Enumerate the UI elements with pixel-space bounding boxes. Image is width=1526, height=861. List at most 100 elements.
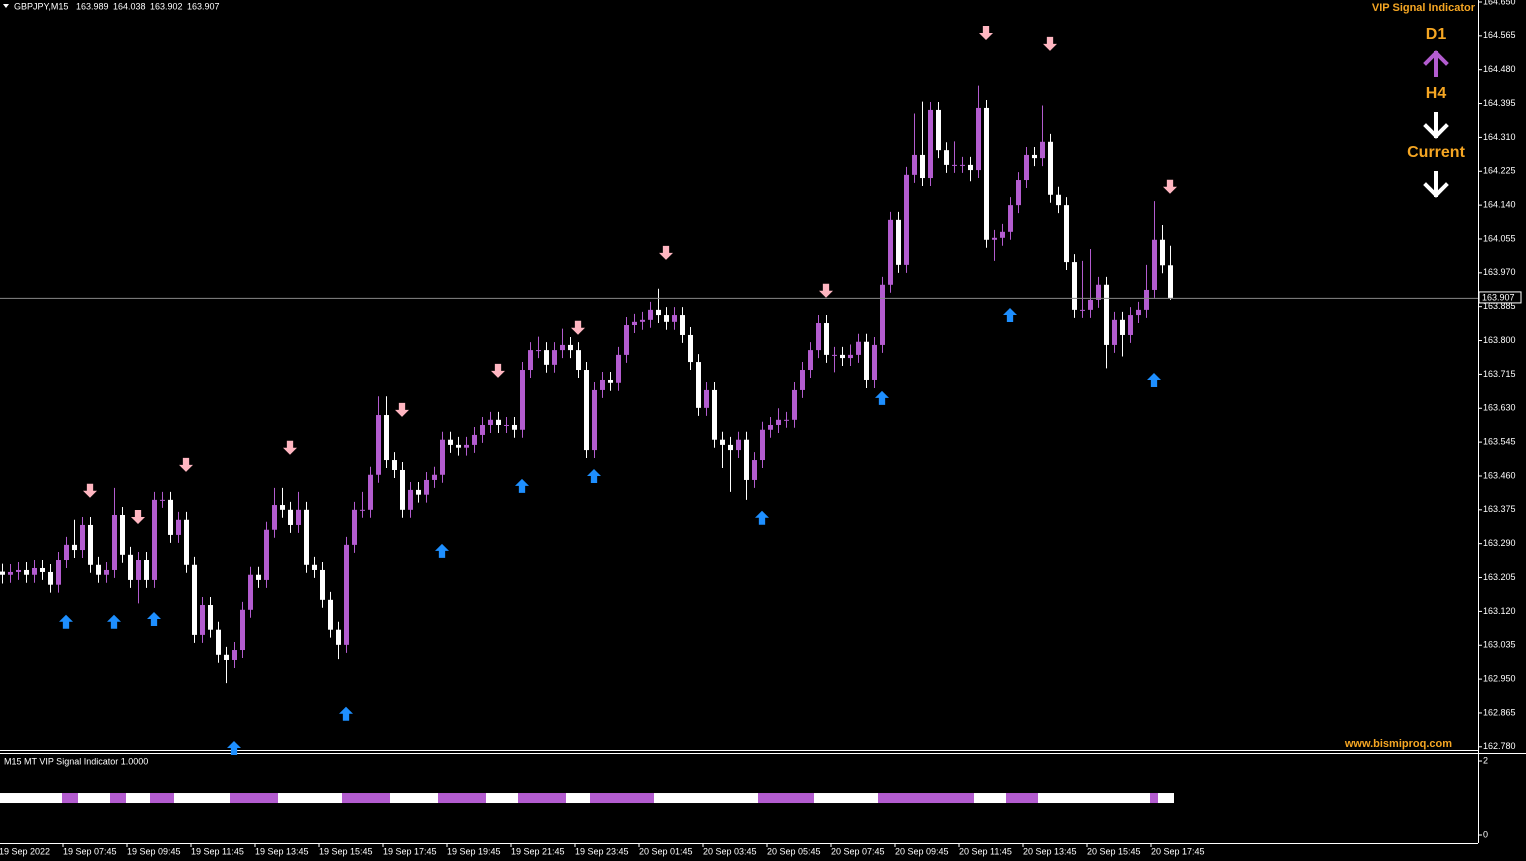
candle-body: [368, 474, 373, 510]
candle-body: [48, 571, 53, 585]
x-tick-label: 20 Sep 05:45: [767, 846, 821, 856]
y-tick-label: 164.480: [1483, 64, 1516, 74]
symbol-menu-icon[interactable]: [3, 4, 9, 8]
x-tick-label: 19 Sep 17:45: [383, 846, 437, 856]
signal-arrow-up: [587, 468, 601, 483]
signal-segment: [0, 793, 62, 804]
candle-body: [272, 505, 277, 530]
candle-body: [1000, 231, 1005, 238]
signal-arrow-down: [571, 320, 585, 335]
y-tick-label: 163.375: [1483, 504, 1516, 514]
candle-body: [440, 439, 445, 475]
candle-body: [376, 415, 381, 475]
signal-arrow-up: [1003, 308, 1017, 323]
candle-body: [656, 309, 661, 316]
candle-body: [504, 424, 509, 426]
signal-arrow-up: [1147, 372, 1161, 387]
candle-body: [120, 515, 125, 555]
y-tick-label: 162.865: [1483, 707, 1516, 717]
y-tick-label: 162.780: [1483, 741, 1516, 751]
candle-body: [784, 419, 789, 421]
candle-body: [24, 569, 29, 575]
x-tick-label: 20 Sep 15:45: [1087, 846, 1141, 856]
candle-body: [240, 609, 245, 651]
candle-body: [560, 344, 565, 351]
candle-body: [568, 344, 573, 351]
candle-body: [1064, 205, 1069, 263]
x-tick-label: 19 Sep 2022: [0, 846, 50, 856]
y-tick-label: 164.565: [1483, 30, 1516, 40]
x-tick-label: 19 Sep 09:45: [127, 846, 181, 856]
sub-y-tick-label: 0: [1483, 829, 1488, 839]
candle-body: [888, 219, 893, 285]
candle-body: [456, 444, 461, 448]
current-price-label: 163.907: [1482, 292, 1515, 302]
candle-body: [480, 424, 485, 435]
candle-body: [352, 509, 357, 545]
candle-body: [744, 439, 749, 480]
signal-segment: [78, 793, 110, 804]
candle-body: [312, 564, 317, 570]
x-tick-label: 20 Sep 07:45: [831, 846, 885, 856]
candle-body: [360, 509, 365, 511]
candle-body: [144, 560, 149, 580]
signal-arrow-up: [147, 611, 161, 626]
signal-segment: [566, 793, 590, 804]
y-tick-label: 163.035: [1483, 640, 1516, 650]
signal-arrow-down: [1043, 36, 1057, 51]
y-tick-label: 164.225: [1483, 166, 1516, 176]
signal-segment: [590, 793, 654, 804]
candle-body: [304, 509, 309, 565]
panel-title: VIP Signal Indicator: [1372, 2, 1476, 14]
candle-body: [816, 323, 821, 351]
candle-body: [40, 567, 45, 572]
signal-arrow-down: [395, 402, 409, 417]
candle-body: [320, 569, 325, 600]
candle-body: [960, 164, 965, 166]
timeframe-arrow: [1423, 50, 1449, 77]
candle-body: [1144, 289, 1149, 310]
candle-body: [704, 389, 709, 408]
x-tick-label: 19 Sep 15:45: [319, 846, 373, 856]
signal-segment: [654, 793, 758, 804]
x-tick-label: 19 Sep 23:45: [575, 846, 629, 856]
candle-body: [288, 509, 293, 525]
signal-arrow-up: [435, 543, 449, 558]
signal-segment: [1038, 793, 1150, 804]
candle-body: [192, 564, 197, 635]
y-tick-label: 163.715: [1483, 369, 1516, 379]
candle-body: [248, 574, 253, 610]
candle-body: [8, 571, 13, 575]
signal-segment: [1006, 793, 1038, 804]
candle-body: [776, 419, 781, 425]
candle-body: [976, 107, 981, 171]
x-tick-label: 20 Sep 09:45: [895, 846, 949, 856]
candle-body: [336, 629, 341, 645]
signal-segment: [1150, 793, 1158, 804]
signal-arrow-down: [659, 245, 673, 260]
candle-body: [944, 150, 949, 165]
signal-segment: [814, 793, 878, 804]
signal-segment: [486, 793, 518, 804]
candle-body: [736, 439, 741, 451]
candle-body: [296, 509, 301, 525]
candle-body: [392, 460, 397, 470]
signal-segment: [342, 793, 390, 804]
x-tick-label: 20 Sep 03:45: [703, 846, 757, 856]
candle-body: [1072, 262, 1077, 310]
candle-body: [488, 419, 493, 425]
signal-segment: [174, 793, 230, 804]
header-close: 163.907: [187, 1, 220, 11]
signal-segment: [438, 793, 486, 804]
candle-body: [968, 164, 973, 171]
candle-body: [104, 569, 109, 575]
timeframe-arrow: [1423, 171, 1449, 198]
candle-body: [280, 505, 285, 510]
candle-body: [608, 379, 613, 383]
candle-body: [0, 571, 5, 575]
signal-segment: [878, 793, 974, 804]
signal-arrow-up: [227, 741, 241, 756]
candle-body: [168, 499, 173, 535]
y-tick-label: 163.120: [1483, 606, 1516, 616]
